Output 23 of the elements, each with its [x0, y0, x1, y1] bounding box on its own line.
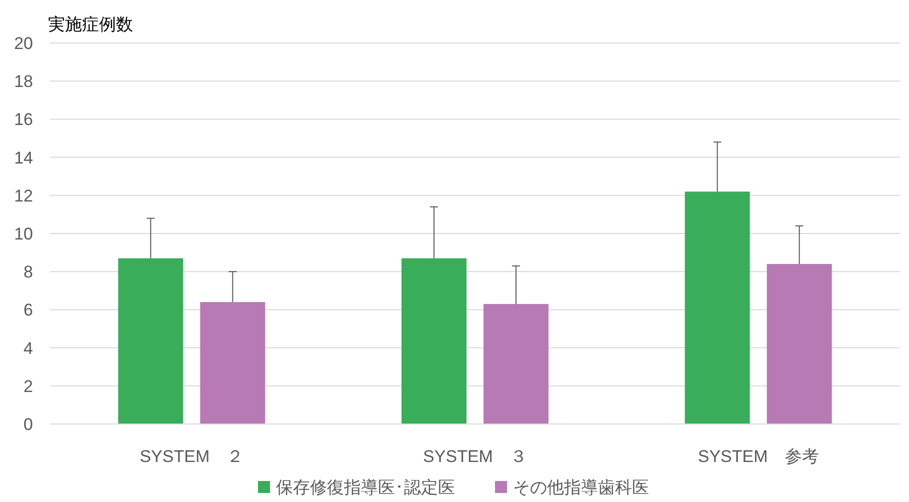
x-tick-label: SYSTEM ２ [140, 447, 244, 466]
y-tick-label: 18 [14, 72, 33, 92]
bar [402, 258, 466, 424]
x-tick-label: SYSTEM 参考 [698, 447, 819, 466]
legend-label: その他指導歯科医 [513, 478, 649, 497]
y-tick-label: 12 [14, 186, 33, 206]
y-tick-label: 20 [14, 34, 33, 53]
y-tick-label: 8 [24, 262, 33, 282]
y-tick-label: 4 [24, 338, 33, 358]
y-tick-label: 0 [24, 415, 33, 434]
legend-label: 保存修復指導医･認定医 [276, 478, 455, 497]
bar [200, 302, 266, 424]
y-tick-label: 10 [14, 224, 33, 244]
x-tick-label: SYSTEM ３ [423, 447, 527, 466]
y-axis-title: 実施症例数 [48, 15, 133, 34]
bar [766, 264, 832, 424]
bar [484, 304, 548, 424]
bar [684, 192, 750, 424]
y-tick-label: 16 [14, 110, 33, 130]
y-tick-label: 6 [24, 300, 33, 320]
y-tick-label: 2 [24, 376, 33, 396]
y-tick-label: 14 [14, 148, 33, 168]
bar [118, 258, 184, 424]
